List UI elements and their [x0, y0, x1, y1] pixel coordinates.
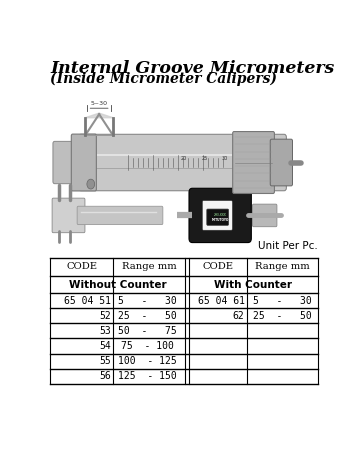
FancyBboxPatch shape	[270, 139, 293, 186]
FancyBboxPatch shape	[252, 204, 277, 227]
Text: 5   -   30: 5 - 30	[118, 295, 177, 305]
FancyBboxPatch shape	[189, 188, 251, 243]
Text: 125  - 150: 125 - 150	[118, 371, 177, 382]
Text: 65 04 51: 65 04 51	[64, 295, 111, 305]
Text: 100  - 125: 100 - 125	[118, 356, 177, 366]
Text: 52: 52	[99, 311, 111, 321]
Text: 30: 30	[221, 156, 228, 161]
Polygon shape	[85, 113, 113, 118]
FancyBboxPatch shape	[52, 198, 85, 233]
Text: Without Counter: Without Counter	[69, 279, 167, 289]
Text: 75  - 100: 75 - 100	[121, 341, 174, 351]
Text: (Inside Micrometer Calipers): (Inside Micrometer Calipers)	[50, 72, 278, 86]
Circle shape	[87, 179, 95, 189]
Text: CODE: CODE	[66, 262, 97, 272]
Text: 25: 25	[202, 156, 208, 161]
Text: MITUTOYO: MITUTOYO	[211, 218, 229, 222]
Text: 54: 54	[99, 341, 111, 351]
FancyBboxPatch shape	[77, 206, 163, 224]
Text: 20: 20	[181, 156, 187, 161]
FancyBboxPatch shape	[53, 142, 79, 184]
Text: 5   -   30: 5 - 30	[253, 295, 312, 305]
Text: 55: 55	[99, 356, 111, 366]
Text: With Counter: With Counter	[214, 279, 292, 289]
Text: 5~30: 5~30	[90, 102, 108, 106]
FancyBboxPatch shape	[79, 134, 286, 191]
Text: 56: 56	[99, 371, 111, 382]
Text: Unit Per Pc.: Unit Per Pc.	[258, 241, 318, 251]
Text: 62: 62	[233, 311, 244, 321]
Text: Range mm: Range mm	[255, 262, 309, 272]
Text: CODE: CODE	[202, 262, 233, 272]
Text: 53: 53	[99, 326, 111, 336]
FancyBboxPatch shape	[202, 201, 232, 230]
Text: 25  -   50: 25 - 50	[253, 311, 312, 321]
Text: Internal Groove Micrometers: Internal Groove Micrometers	[50, 60, 335, 77]
FancyBboxPatch shape	[207, 209, 228, 225]
FancyBboxPatch shape	[71, 134, 96, 191]
FancyBboxPatch shape	[233, 131, 274, 193]
Text: 65 04 61: 65 04 61	[197, 295, 244, 305]
Text: Range mm: Range mm	[122, 262, 177, 272]
Text: 293-XXX: 293-XXX	[214, 213, 227, 218]
Text: 25  -   50: 25 - 50	[118, 311, 177, 321]
Text: 50  -   75: 50 - 75	[118, 326, 177, 336]
